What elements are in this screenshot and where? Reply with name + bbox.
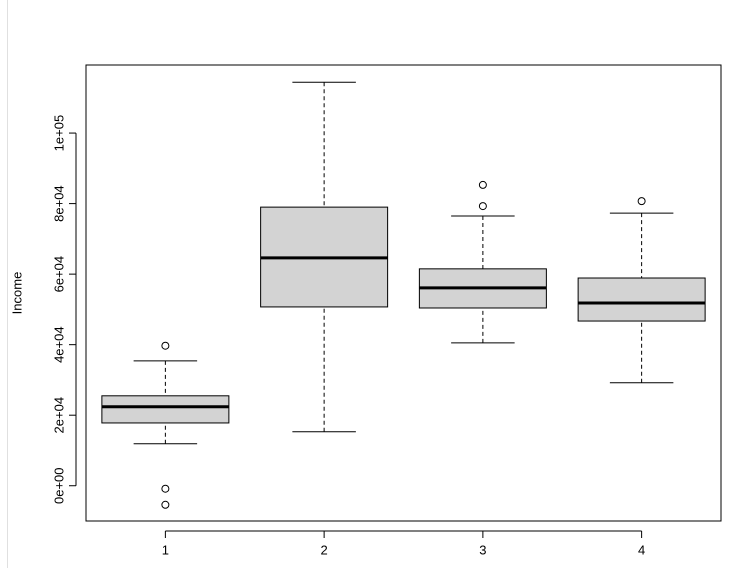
x-tick-label: 2	[321, 542, 328, 557]
outlier	[478, 202, 487, 211]
y-tick-label: 4e+04	[51, 326, 66, 363]
y-tick-label: 8e+04	[51, 185, 66, 222]
plot-frame	[85, 64, 722, 522]
outlier	[478, 180, 487, 189]
outlier	[161, 500, 170, 509]
x-tick-label: 1	[162, 542, 169, 557]
outlier	[637, 197, 646, 206]
box	[101, 395, 230, 424]
y-tick-label: 6e+04	[51, 256, 66, 293]
x-tick-label: 4	[638, 542, 645, 557]
outlier	[161, 484, 170, 493]
y-tick-label: 1e+05	[51, 115, 66, 152]
y-axis-label: Income	[9, 272, 24, 315]
y-tick-label: 0e+00	[51, 467, 66, 504]
x-tick-label: 3	[479, 542, 486, 557]
outlier	[161, 341, 170, 350]
box	[577, 277, 706, 322]
y-tick-label: 2e+04	[51, 397, 66, 434]
